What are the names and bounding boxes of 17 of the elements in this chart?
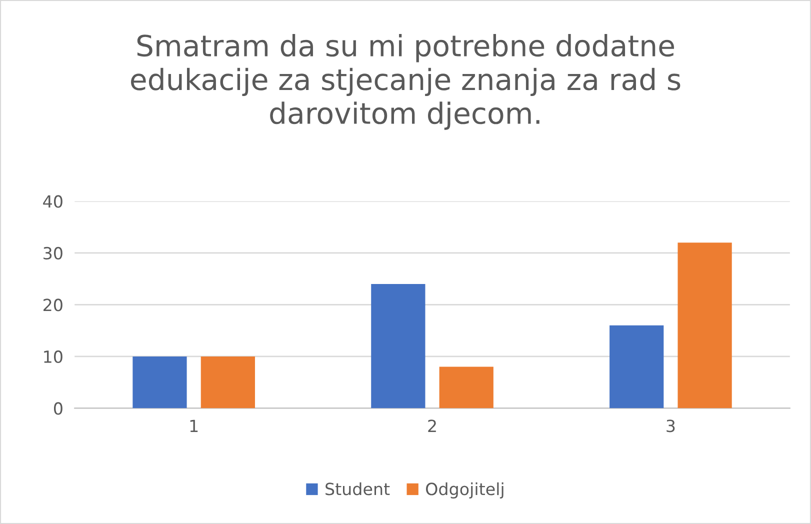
legend-label: Student	[326, 482, 390, 496]
x-tick-label: 3	[666, 420, 675, 432]
x-tick-label: 2	[428, 420, 436, 432]
chart-title: Smatram da su mi potrebne dodatne edukacije za stjecanje znanja za rad s darovitom djecom.	[131, 34, 680, 130]
y-tick-label: 0	[54, 402, 62, 415]
bar	[678, 242, 732, 408]
x-tick-label: 1	[190, 420, 198, 432]
y-tick-label: 20	[44, 298, 62, 312]
bar	[132, 356, 187, 408]
bar	[439, 366, 494, 408]
bar	[610, 325, 664, 408]
y-tick-label: 10	[44, 350, 62, 364]
legend-label: Odgojitelj	[426, 482, 504, 499]
bar	[200, 356, 255, 408]
y-tick-label: 40	[43, 195, 62, 208]
y-tick-label: 30	[44, 246, 62, 260]
bar	[371, 284, 426, 408]
